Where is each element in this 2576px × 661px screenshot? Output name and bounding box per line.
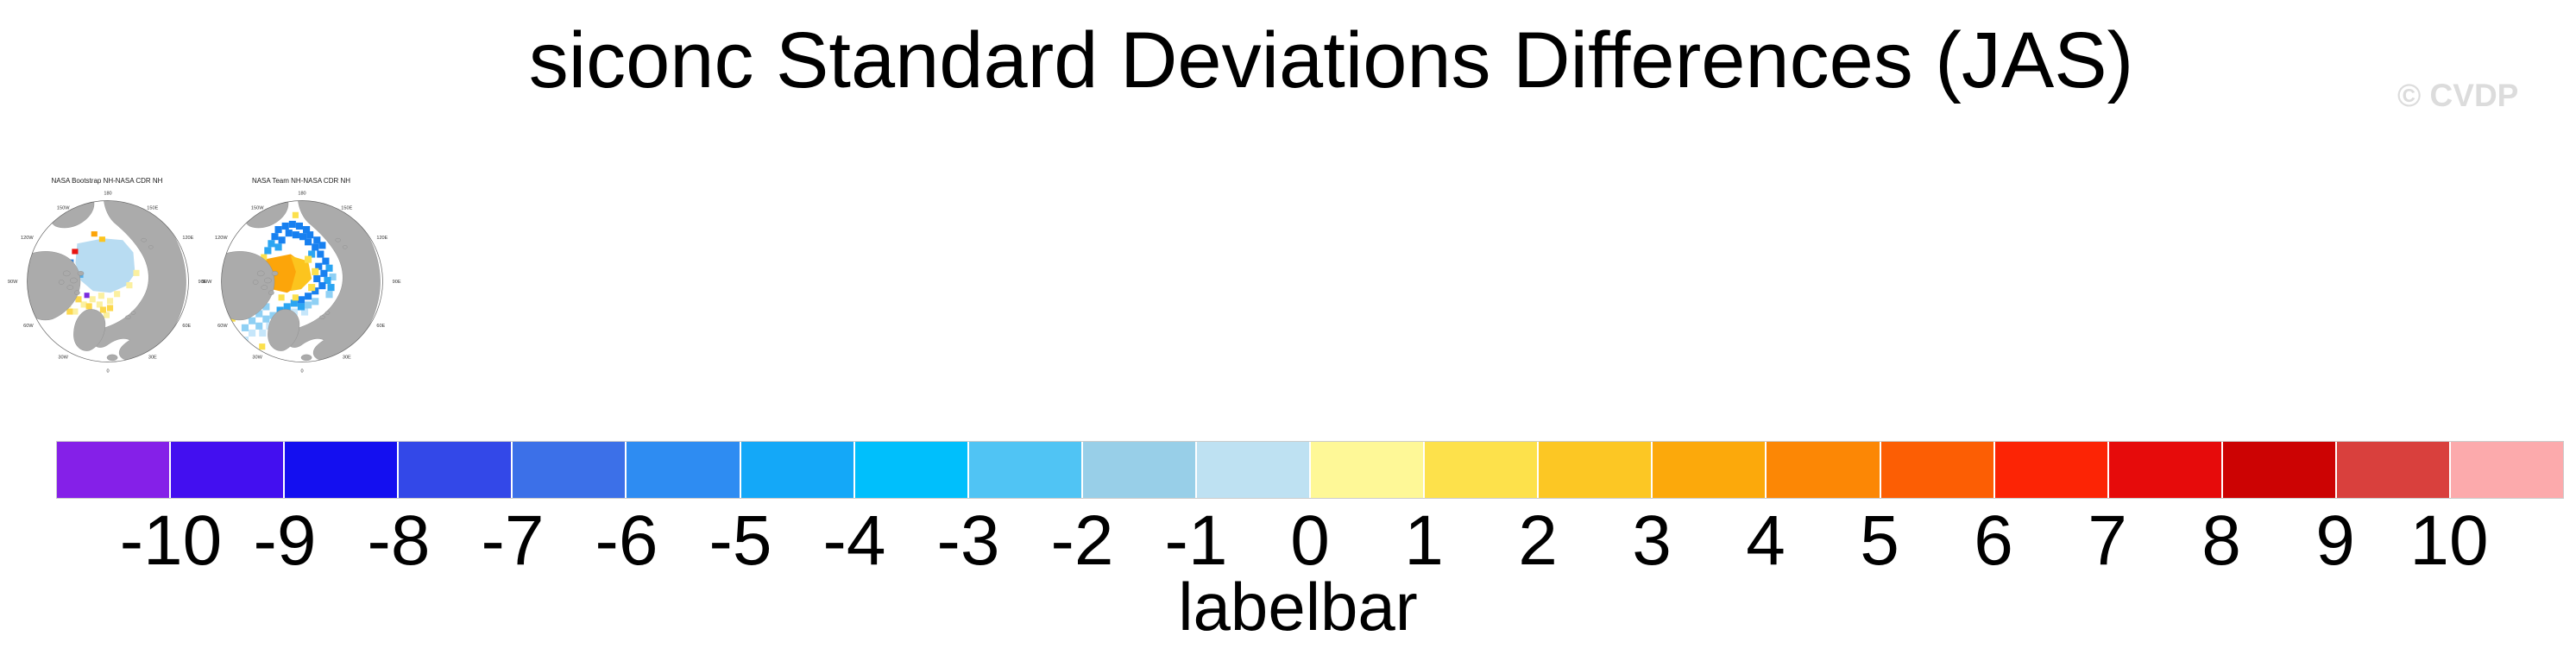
colorbar-tick-label: -1: [1164, 501, 1228, 580]
colorbar-ticks: -10 -9 -8 -7 -6 -5 -4 -3 -2 -1 0 1 2 3 4 5 6 7 8 9 10: [0, 501, 2576, 580]
svg-text:90W: 90W: [8, 280, 18, 285]
svg-text:120E: 120E: [182, 236, 193, 241]
colorbar-tick-label: 10: [2409, 501, 2489, 580]
map2-title: NASA Team NH-NASA CDR NH: [251, 177, 351, 185]
land-greenland: [73, 309, 106, 351]
colorbar-cell: [171, 442, 284, 498]
colorbar-tick-label: 5: [1860, 501, 1899, 580]
colorbar-cell: [57, 442, 170, 498]
colorbar-cell: [1653, 442, 1766, 498]
cvdp-watermark: © CVDP: [2397, 78, 2519, 113]
colorbar-cell: [1082, 442, 1195, 498]
colorbar-cell: [399, 442, 512, 498]
colorbar-tick-label: -7: [481, 501, 545, 580]
land-eurasia: [92, 200, 186, 361]
colorbar-cell: [1767, 442, 1880, 498]
colorbar-cell: [1425, 442, 1538, 498]
svg-text:150E: 150E: [147, 206, 158, 211]
colorbar-cell: [968, 442, 1081, 498]
colorbar-cell: [285, 442, 398, 498]
colorbar-tick-label: -3: [936, 501, 1000, 580]
colorbar-cell: [740, 442, 853, 498]
colorbar-tick-label: 7: [2088, 501, 2127, 580]
colorbar-label: labelbar: [1178, 569, 1418, 645]
colorbar-tick-label: -9: [253, 501, 317, 580]
svg-text:60E: 60E: [182, 324, 191, 329]
colorbar-cell: [1311, 442, 1424, 498]
page-title: siconc Standard Deviations Differences (…: [528, 16, 2134, 104]
colorbar-tick-label: -10: [119, 501, 223, 580]
colorbar-tick-label: -5: [709, 501, 772, 580]
colorbar-cell: [1196, 442, 1310, 498]
colorbar-tick-label: -2: [1050, 501, 1114, 580]
svg-text:30E: 30E: [148, 355, 157, 360]
map-panel-bootstrap: 180 150W 150E 120W 120E 90W 90E 60W 60E …: [8, 191, 207, 374]
colorbar-cell: [513, 442, 626, 498]
colorbar-cell: [1994, 442, 2107, 498]
colorbar-tick-label: 2: [1518, 501, 1558, 580]
colorbar-tick-label: 4: [1746, 501, 1786, 580]
colorbar-tick-label: 0: [1290, 501, 1330, 580]
svg-text:150W: 150W: [57, 206, 70, 211]
svg-text:0: 0: [106, 369, 109, 375]
colorbar-cell: [2222, 442, 2335, 498]
colorbar-tick-label: 6: [1974, 501, 2013, 580]
land-iceland: [106, 354, 118, 362]
map-panel-team: [192, 180, 412, 382]
colorbar-cell: [2450, 442, 2564, 498]
svg-text:120W: 120W: [21, 236, 34, 241]
longitude-labels: 180 150W 150E 120W 120E 90W 90E 60W 60E …: [8, 191, 207, 374]
map1-title: NASA Bootstrap NH-NASA CDR NH: [51, 177, 163, 185]
colorbar-cell: [1539, 442, 1652, 498]
colorbar-tick-label: 3: [1632, 501, 1672, 580]
map-basemap: 180 150W 150E 120W 120E 90W 90E 60W 60E …: [8, 191, 207, 374]
svg-text:30W: 30W: [58, 355, 68, 360]
colorbar-cell: [2336, 442, 2449, 498]
colorbar-cell: [1880, 442, 1993, 498]
colorbar-cell: [854, 442, 967, 498]
colorbar: [56, 441, 2564, 499]
land-north-america: [27, 251, 81, 321]
colorbar-tick-label: -6: [595, 501, 658, 580]
colorbar-tick-label: 1: [1404, 501, 1444, 580]
map-rim: [27, 200, 189, 362]
colorbar-tick-label: -8: [367, 501, 431, 580]
colorbar-cell: [627, 442, 740, 498]
svg-text:180: 180: [104, 191, 111, 196]
colorbar-cell: [2108, 442, 2221, 498]
colorbar-tick-label: 8: [2201, 501, 2241, 580]
colorbar-tick-label: -4: [822, 501, 886, 580]
colorbar-tick-label: 9: [2315, 501, 2355, 580]
svg-text:60W: 60W: [23, 324, 34, 329]
